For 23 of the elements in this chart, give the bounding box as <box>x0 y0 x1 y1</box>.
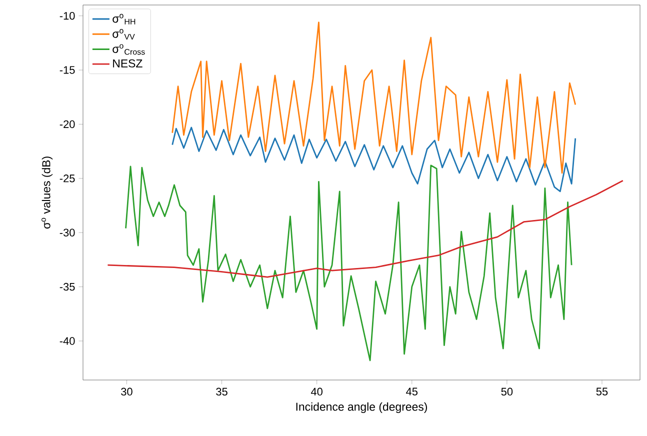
x-tick-label: 30 <box>121 388 132 396</box>
x-tick-label: 40 <box>310 388 322 396</box>
legend-label: σ$^{o}$Cross <box>112 44 145 55</box>
y-tick-label: -15 <box>60 66 75 74</box>
line-series <box>125 164 572 362</box>
y-tick-label: -30 <box>60 228 75 236</box>
y-tick-label: -25 <box>60 174 75 182</box>
y-tick-label: -20 <box>60 120 75 128</box>
legend-label: σ$^{o}$HH <box>112 14 136 24</box>
x-tick-label: 50 <box>501 388 513 396</box>
x-tick-label: 35 <box>216 388 228 396</box>
x-axis-title: Incidence angle (degrees) <box>296 402 427 414</box>
x-tick-label: 55 <box>596 388 608 396</box>
y-axis-title: σ$^{o}$ values (dB) <box>42 156 53 229</box>
x-tick-label: 45 <box>406 388 418 396</box>
y-tick-label: -10 <box>60 12 75 20</box>
line-series <box>172 22 576 174</box>
y-tick-label: -40 <box>60 337 75 345</box>
y-tick-label: -35 <box>60 282 75 291</box>
legend-label: σ$^{o}$VV <box>112 29 135 40</box>
line-series <box>107 180 624 278</box>
line-series <box>172 126 576 192</box>
legend-label: NESZ <box>113 59 142 68</box>
